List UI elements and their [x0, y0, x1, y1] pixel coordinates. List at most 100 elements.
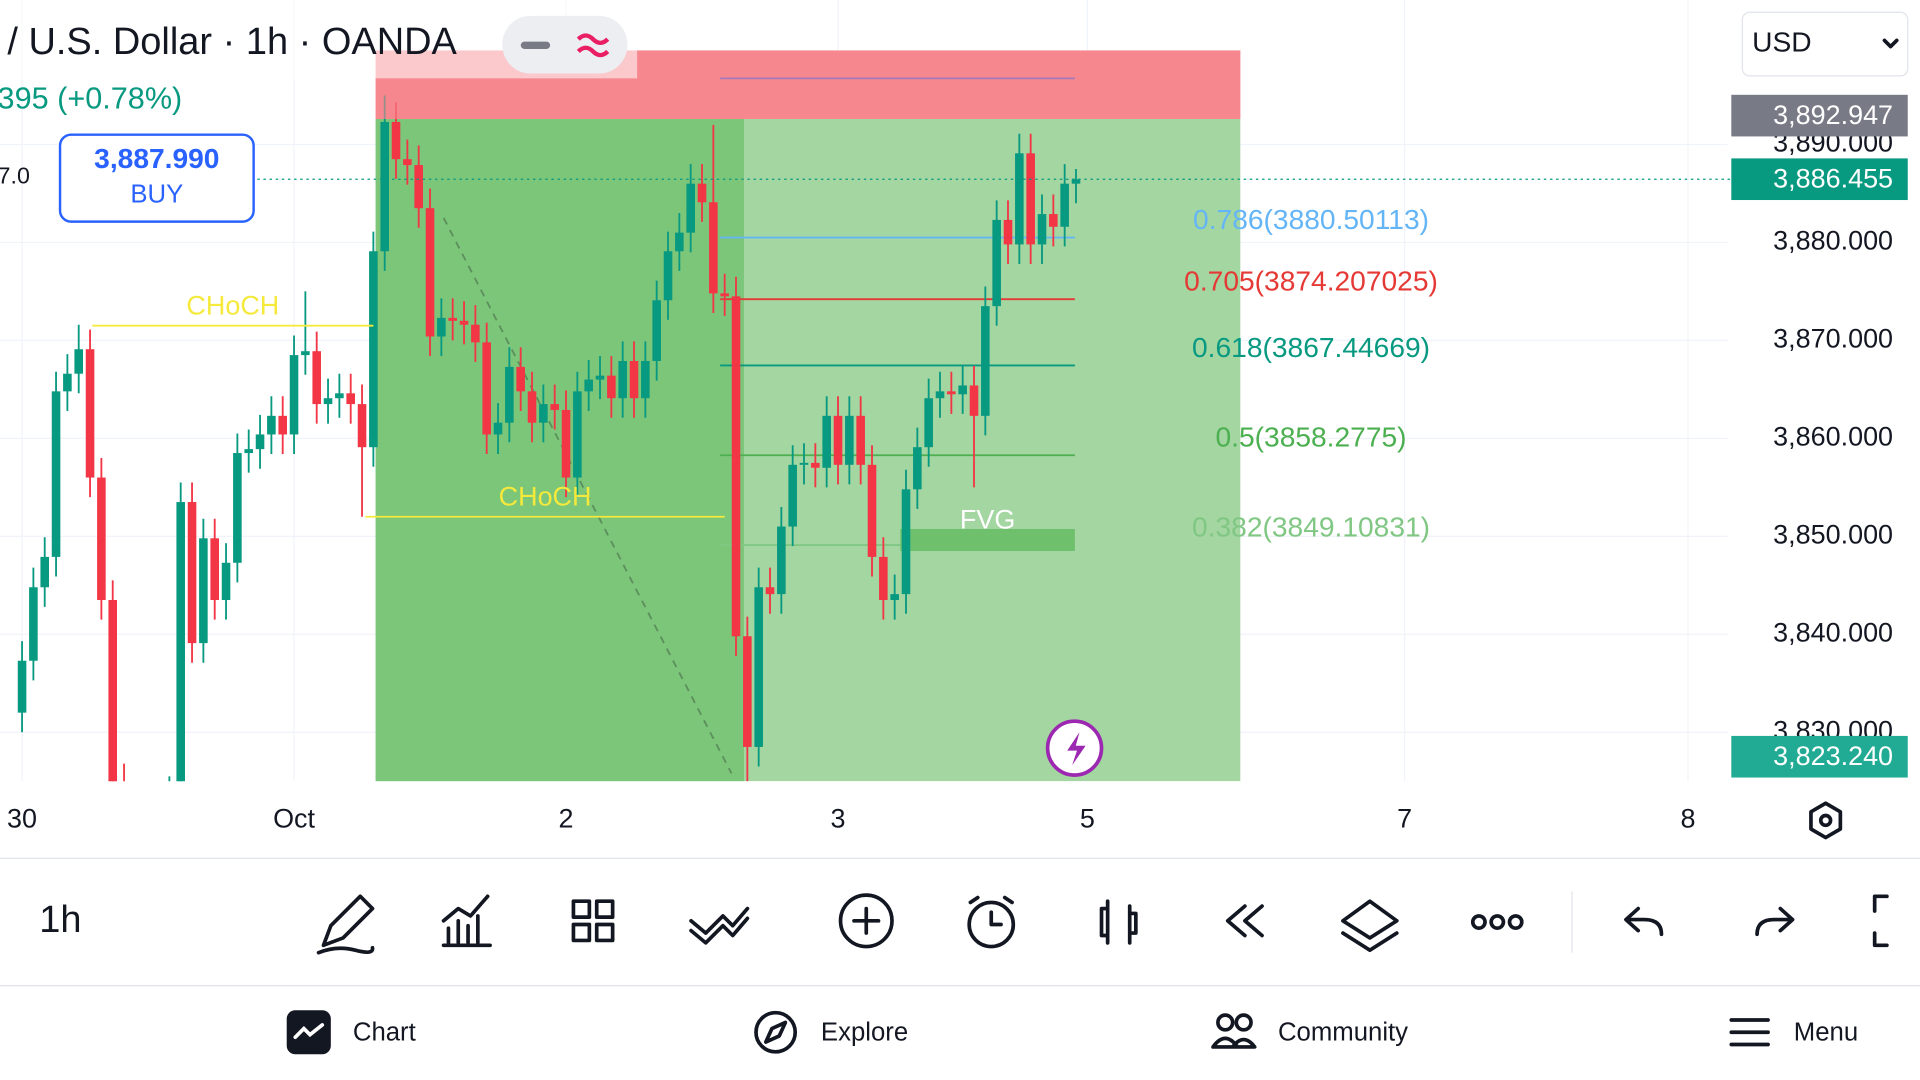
candle-body [97, 477, 106, 600]
candle-body [641, 360, 650, 399]
currency-select[interactable] [1741, 11, 1909, 77]
price-change: 395 (+0.78%) [0, 82, 182, 116]
candle-body [675, 232, 684, 252]
candle-body [1015, 153, 1024, 245]
candle-body [618, 360, 627, 399]
chart-type-icon[interactable] [1099, 899, 1138, 945]
candle-body [1037, 214, 1047, 245]
candle-body [357, 404, 367, 448]
candle-body [154, 820, 163, 844]
position-zone [375, 119, 744, 782]
y-tick-label: 3,840.000 [1773, 617, 1893, 647]
more-dot[interactable] [1470, 914, 1487, 930]
nav-label[interactable]: Explore [821, 1018, 908, 1046]
community-icon [1234, 1013, 1253, 1032]
x-tick-label: Oct [273, 804, 315, 834]
templates-icon[interactable] [571, 899, 615, 943]
community-icon[interactable] [1216, 1013, 1235, 1032]
replay-icon[interactable] [1225, 904, 1264, 938]
candle-body [380, 121, 389, 252]
price-tag-label: 3,892.947 [1773, 100, 1893, 130]
community-body [1211, 1036, 1257, 1049]
candle-body [765, 587, 775, 595]
fullscreen-icon[interactable] [1872, 894, 1889, 948]
chevron [1882, 38, 1899, 49]
candle-body [448, 317, 457, 321]
price-tag-label: 3,886.455 [1773, 164, 1893, 194]
candle-body [969, 385, 979, 416]
candle-body [199, 538, 208, 644]
indicators-icon[interactable] [441, 894, 492, 948]
candle-body [289, 355, 299, 435]
candle-body [992, 219, 1001, 307]
candle-body [743, 636, 752, 747]
candle-body [505, 366, 514, 423]
toggle-pill[interactable] [502, 15, 628, 74]
candle-body [652, 300, 661, 361]
explore-needle [763, 1020, 788, 1044]
layers-icon[interactable] [1341, 899, 1399, 953]
candle-body [833, 415, 843, 465]
fvg-box [900, 528, 1075, 552]
settings-icon[interactable] [1809, 801, 1843, 840]
candle-body [301, 351, 310, 356]
candle-body [777, 526, 786, 595]
y-tick-label: 3,870.000 [1773, 324, 1893, 354]
candle-body [176, 502, 185, 782]
choch-label: CHoCH [186, 290, 279, 320]
candle-body [516, 366, 525, 392]
candle-body [233, 453, 242, 563]
candle-body [890, 594, 899, 600]
candle-body [482, 342, 491, 435]
fib-label: 0.382(3849.10831) [1192, 511, 1430, 543]
timeframe[interactable]: 1h [39, 899, 81, 941]
currency-label: USD [1752, 26, 1811, 58]
candle-body [312, 351, 321, 405]
compare-icon[interactable] [689, 906, 750, 945]
bid-price-cut: 7.0 [0, 163, 30, 189]
price-tag [1731, 94, 1908, 137]
candle-body [1049, 214, 1058, 227]
candle-body [85, 349, 95, 478]
fib-label: 0.786(3880.50113) [1193, 203, 1429, 235]
candle-body [40, 556, 50, 588]
symbol-title[interactable]: / U.S. Dollar · 1h · OANDA [7, 21, 457, 63]
candle-body [845, 415, 854, 465]
nav-label[interactable]: Community [1278, 1018, 1408, 1046]
candle-body [561, 409, 571, 478]
nav-label[interactable]: Menu [1794, 1018, 1858, 1046]
candle-body [550, 404, 559, 410]
candle-body [493, 422, 503, 435]
draw-icon[interactable] [316, 894, 375, 955]
candle-body [867, 464, 877, 557]
choch-label: CHoCH [499, 481, 592, 511]
candle-body [539, 404, 548, 423]
candle-body [924, 398, 933, 448]
redo-icon[interactable] [1755, 906, 1795, 937]
candle-body [323, 398, 333, 405]
fib-label: 0.705(3874.207025) [1184, 265, 1438, 297]
nav-label[interactable]: Chart [353, 1018, 416, 1046]
alert-icon[interactable] [967, 900, 1016, 949]
candle-body [142, 845, 151, 857]
add-icon[interactable] [838, 893, 894, 949]
candle-body [731, 296, 741, 637]
candle-body [335, 393, 344, 399]
undo-icon[interactable] [1624, 906, 1664, 937]
candle-body [74, 349, 84, 374]
candle-body [221, 562, 231, 600]
price-tag [1731, 158, 1908, 201]
candle-body [17, 660, 27, 713]
candle-body [811, 462, 820, 468]
candle-body [425, 208, 435, 337]
alert-hands [968, 895, 1014, 927]
buy-button[interactable] [58, 133, 255, 223]
candle-body [879, 556, 888, 600]
menu-icon[interactable] [1729, 1018, 1770, 1047]
settings-dot [1818, 813, 1833, 828]
candle-body [947, 391, 956, 395]
fib-label: 0.5(3858.2775) [1216, 421, 1407, 453]
explore-icon[interactable] [754, 1010, 798, 1054]
